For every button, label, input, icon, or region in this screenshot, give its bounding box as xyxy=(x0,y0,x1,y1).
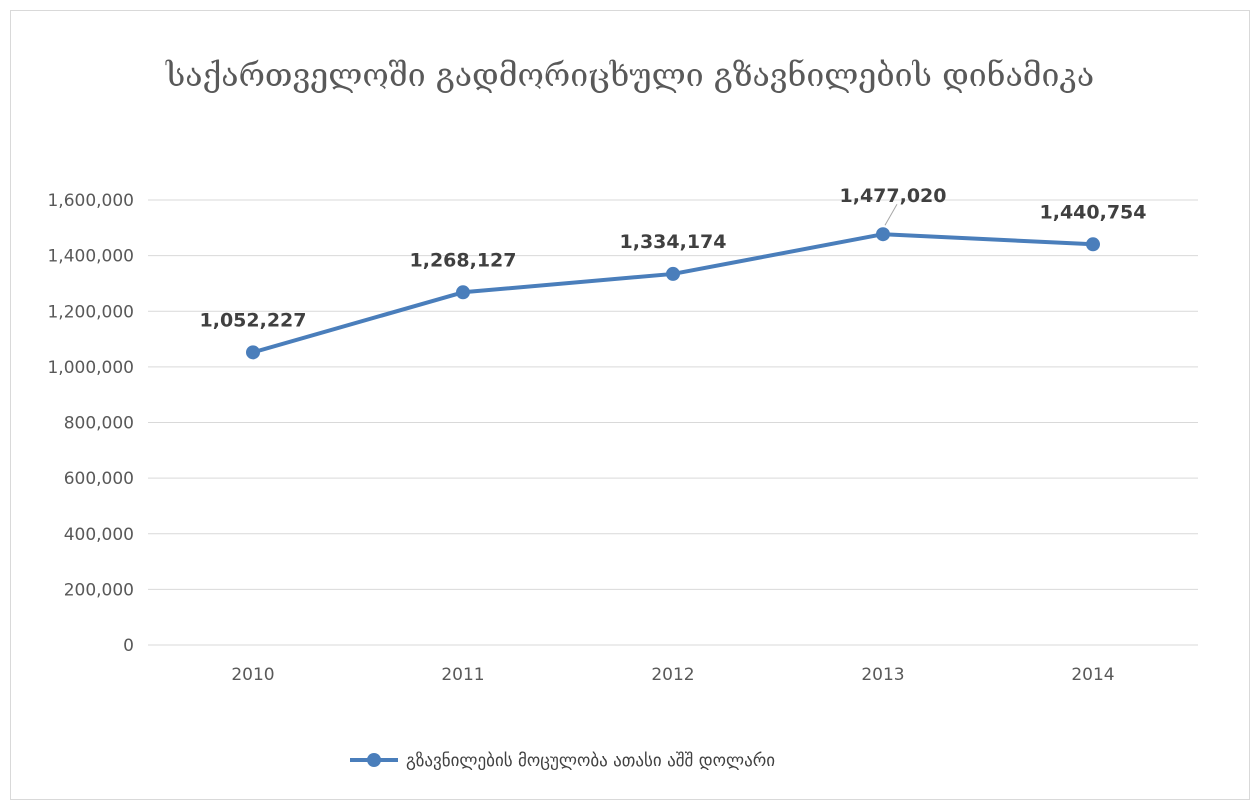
x-tick-label: 2010 xyxy=(231,665,274,685)
chart-frame xyxy=(10,10,1250,800)
x-tick-label: 2011 xyxy=(441,665,484,685)
data-label: 1,334,174 xyxy=(620,231,727,253)
data-label: 1,268,127 xyxy=(410,249,517,271)
series-line xyxy=(246,227,1100,360)
y-tick-label: 400,000 xyxy=(64,525,134,545)
y-tick-label: 800,000 xyxy=(64,414,134,434)
y-tick-label: 600,000 xyxy=(64,469,134,489)
x-tick-label: 2012 xyxy=(651,665,694,685)
y-tick-label: 1,600,000 xyxy=(47,191,134,211)
x-tick-label: 2014 xyxy=(1071,665,1114,685)
legend: გზავნილების მოცულობა ათასი აშშ დოლარი xyxy=(350,751,775,771)
data-label-leader xyxy=(884,203,898,226)
legend-marker-swatch xyxy=(367,753,381,767)
y-tick-label: 0 xyxy=(123,636,134,656)
data-point xyxy=(246,345,260,360)
data-point xyxy=(666,266,680,281)
data-point xyxy=(456,285,470,300)
x-tick-label: 2013 xyxy=(861,665,904,685)
data-label: 1,477,020 xyxy=(840,185,947,207)
data-point xyxy=(1086,237,1100,252)
gridlines xyxy=(148,199,1198,646)
data-label: 1,440,754 xyxy=(1040,201,1147,223)
y-tick-label: 200,000 xyxy=(64,580,134,600)
y-tick-label: 1,000,000 xyxy=(47,358,134,378)
data-point xyxy=(876,227,890,242)
x-axis-ticks: 2010 2011 2012 2013 2014 xyxy=(231,665,1114,685)
legend-label: გზავნილების მოცულობა ათასი აშშ დოლარი xyxy=(406,751,775,771)
y-tick-label: 1,400,000 xyxy=(47,247,134,267)
chart-title: საქართველოში გადმორიცხული გზავნილების დი… xyxy=(165,56,1094,94)
data-label: 1,052,227 xyxy=(200,309,307,331)
data-labels: 1,052,227 1,268,127 1,334,174 1,477,020 1,44… xyxy=(200,185,1147,331)
y-tick-label: 1,200,000 xyxy=(47,302,134,322)
y-axis-ticks: 0 200,000 400,000 600,000 800,000 1,000,000 1,… xyxy=(47,191,134,656)
